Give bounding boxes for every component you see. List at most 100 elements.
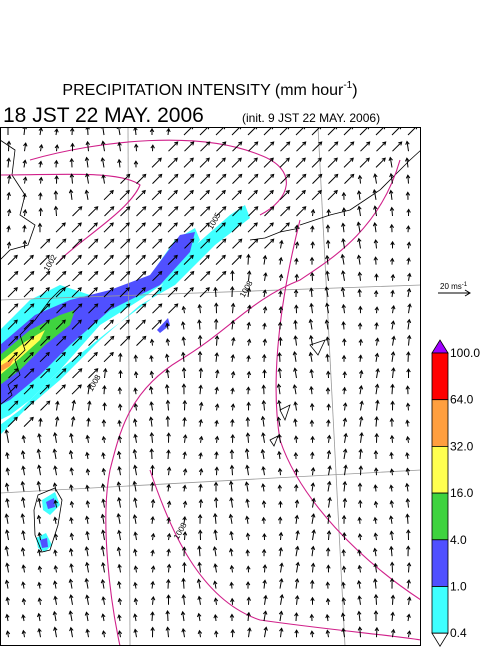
wind-arrow <box>344 498 346 508</box>
wind-arrow-head <box>356 254 362 259</box>
wind-arrow-head <box>117 386 123 392</box>
wind-arrow <box>310 386 313 395</box>
wind-arrow-head <box>53 432 58 437</box>
wind-arrow-head <box>406 287 412 293</box>
wind-arrow <box>343 208 345 217</box>
wind-arrow-head <box>45 351 50 357</box>
wind-arrow <box>198 613 201 622</box>
wind-arrow-head <box>365 157 370 162</box>
wind-arrow <box>312 141 323 152</box>
wind-arrow-head <box>278 547 283 552</box>
wind-arrow <box>85 578 89 589</box>
wind-arrow <box>342 582 345 589</box>
wind-arrow <box>278 384 281 395</box>
wind-arrow-head <box>93 222 98 227</box>
wind-arrow-head <box>374 432 379 438</box>
wind-arrow-head <box>261 548 267 553</box>
wind-arrow <box>86 531 89 541</box>
scale-arrow-head <box>464 289 471 297</box>
wind-arrow-head <box>150 516 155 521</box>
wind-arrow-head <box>53 626 58 631</box>
wind-arrow-head <box>46 303 51 308</box>
wind-arrow-head <box>389 484 394 489</box>
wind-arrow <box>342 270 345 281</box>
wind-arrow <box>406 141 409 152</box>
wind-arrow-head <box>94 368 99 373</box>
wind-arrow-head <box>173 157 178 162</box>
wind-arrow <box>8 336 19 346</box>
wind-arrow <box>55 128 58 136</box>
wind-arrow-head <box>173 189 178 195</box>
wind-arrow-head <box>20 450 26 455</box>
wind-arrow <box>232 238 243 249</box>
wind-arrow-head <box>21 564 26 569</box>
wind-arrow <box>326 337 329 346</box>
wind-arrow-head <box>85 468 91 473</box>
wind-arrow <box>8 303 19 314</box>
wind-arrow <box>246 449 249 460</box>
wind-arrow <box>342 321 345 330</box>
wind-arrow <box>150 355 153 362</box>
wind-arrow-head <box>37 497 42 502</box>
wind-arrow <box>360 401 363 411</box>
wind-arrow-head <box>254 173 259 178</box>
wind-arrow-head <box>309 385 314 391</box>
wind-arrow-head <box>341 270 346 275</box>
wind-arrow-head <box>181 546 187 551</box>
wind-arrow <box>327 190 338 201</box>
wind-arrow-head <box>293 401 298 406</box>
wind-arrow-head <box>310 545 316 551</box>
wind-arrow <box>359 416 363 427</box>
wind-arrow-head <box>53 465 58 470</box>
wind-arrow-head <box>294 468 299 473</box>
wind-arrow-head <box>5 467 10 472</box>
wind-arrow-head <box>38 160 43 165</box>
wind-arrow <box>279 257 282 265</box>
wind-arrow <box>5 514 9 524</box>
wind-arrow-head <box>391 305 396 310</box>
wind-arrow-head <box>311 529 316 534</box>
wind-arrow <box>263 580 266 589</box>
wind-arrow-head <box>100 545 105 550</box>
wind-arrow <box>70 627 73 638</box>
wind-arrow-head <box>78 368 83 373</box>
wind-arrow <box>344 433 347 443</box>
wind-arrow <box>375 353 378 362</box>
wind-arrow <box>167 517 170 524</box>
wind-arrow <box>215 352 218 362</box>
wind-arrow-head <box>4 579 10 584</box>
wind-arrow <box>118 598 121 605</box>
wind-arrow-head <box>37 531 42 537</box>
wind-arrow-head <box>166 449 171 454</box>
wind-arrow <box>182 628 185 638</box>
wind-arrow-head <box>84 611 90 616</box>
wind-arrow <box>248 206 259 217</box>
wind-arrow-head <box>71 399 76 405</box>
wind-arrow <box>294 402 297 411</box>
wind-arrow-head <box>29 319 34 324</box>
wind-arrow <box>232 371 235 379</box>
precip-spot <box>157 318 170 333</box>
wind-arrow-head <box>366 141 371 146</box>
wind-arrow <box>392 305 395 314</box>
precip-taiwan-south-core <box>40 538 48 548</box>
wind-arrow <box>119 222 130 233</box>
wind-arrow <box>104 368 107 379</box>
precipitation <box>0 205 250 552</box>
wind-arrow-head <box>423 615 427 618</box>
wind-arrow <box>134 419 137 427</box>
wind-arrow <box>54 550 57 557</box>
wind-arrow-head <box>406 334 412 340</box>
wind-arrow-head <box>237 222 242 227</box>
wind-arrow-head <box>246 565 251 570</box>
wind-arrow-head <box>343 432 348 438</box>
wind-arrow <box>167 222 178 233</box>
wind-arrow-head <box>327 496 332 502</box>
wind-arrow <box>167 255 178 265</box>
wind-arrow-head <box>230 597 235 603</box>
wind-arrow <box>423 436 424 443</box>
wind-arrow <box>102 530 105 541</box>
wind-arrow <box>118 530 121 541</box>
colorbar-label: 100.0 <box>450 346 480 360</box>
wind-arrow-head <box>390 320 396 325</box>
